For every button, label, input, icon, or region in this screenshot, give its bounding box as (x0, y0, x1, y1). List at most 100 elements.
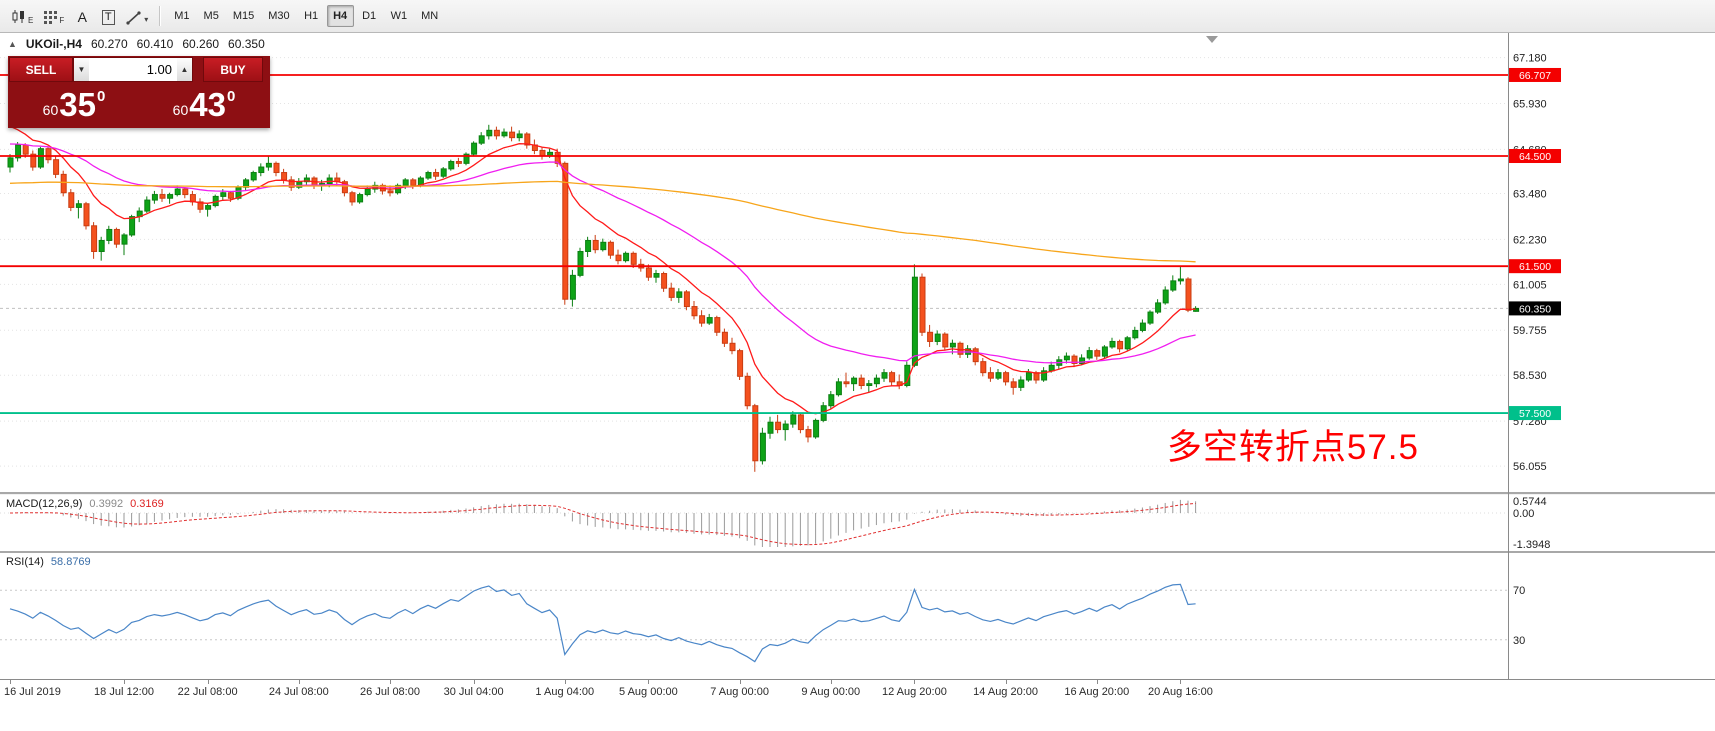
indicator-grid-tool-button[interactable]: F (39, 4, 68, 28)
time-axis-label: 5 Aug 00:00 (619, 686, 678, 698)
symbol-title: UKOil-,H4 (25, 37, 82, 51)
moving-averages-layer (9, 125, 1196, 415)
buy-price-display[interactable]: 60 43 0 (139, 82, 269, 127)
svg-text:64.500: 64.500 (1519, 151, 1551, 163)
sell-price-display[interactable]: 60 35 0 (9, 82, 139, 127)
buy-button[interactable]: BUY (203, 57, 263, 82)
svg-text:61.500: 61.500 (1519, 261, 1551, 273)
macd-name: MACD(12,26,9) (6, 498, 83, 510)
svg-text:70: 70 (1513, 585, 1525, 597)
chevron-down-icon: ▼ (77, 65, 86, 74)
chart-candles-tool-button[interactable]: E (7, 4, 37, 28)
rsi-indicator-pane[interactable]: RSI(14) 58.8769 70 30 (0, 553, 1715, 677)
buy-price-pip: 0 (226, 88, 236, 105)
rsi-line (9, 583, 1196, 663)
svg-text:66.707: 66.707 (1519, 70, 1551, 82)
volume-increase-button[interactable]: ▲ (177, 57, 193, 82)
time-axis-label: 22 Jul 08:00 (177, 686, 238, 698)
time-axis-label: 18 Jul 12:00 (94, 686, 154, 698)
time-axis-tick (564, 680, 566, 684)
svg-text:67.180: 67.180 (1513, 53, 1547, 65)
timeframe-button-mn[interactable]: MN (415, 5, 444, 27)
time-axis-tick (473, 680, 475, 684)
pane-splitter[interactable] (0, 492, 1715, 495)
svg-text:57.500: 57.500 (1519, 408, 1551, 420)
time-axis-tick (390, 680, 391, 684)
one-click-trade-panel: SELL ▼ ▲ BUY 60 35 0 60 43 0 (8, 56, 270, 128)
time-axis-label: 7 Aug 00:00 (710, 686, 769, 698)
tool-button-group: E F A T ▾ (6, 4, 153, 28)
time-axis-label: 12 Aug 20:00 (881, 686, 947, 698)
time-axis-tick (10, 680, 11, 684)
macd-main-value: 0.3992 (89, 498, 124, 510)
time-axis-tick (914, 680, 916, 684)
sell-price-big: 35 (59, 86, 96, 123)
text-tool-button[interactable]: A (70, 4, 94, 28)
horizontal-level-lines: 66.707 64.500 61.500 57.500 (0, 67, 1561, 421)
sell-price-prefix: 60 (42, 101, 59, 118)
rsi-label: RSI(14) 58.8769 (6, 556, 91, 568)
timeframe-button-h4[interactable]: H4 (326, 5, 354, 27)
macd-label: MACD(12,26,9) 0.3992 0.3169 (6, 498, 164, 510)
chart-shift-marker-icon (1206, 36, 1218, 43)
svg-text:59.755: 59.755 (1513, 325, 1547, 337)
time-axis-label: 30 Jul 04:00 (443, 686, 504, 698)
main-chart-canvas[interactable]: 67.18065.93064.68063.48062.23061.00559.7… (0, 33, 1715, 492)
macd-histogram (17, 499, 1197, 547)
time-axis-tick (648, 680, 650, 684)
textbox-tool-button[interactable]: T (96, 4, 120, 28)
rsi-level-lines: 70 30 (0, 585, 1525, 647)
rsi-canvas[interactable]: 70 30 (0, 553, 1715, 677)
macd-indicator-pane[interactable]: MACD(12,26,9) 0.3992 0.3169 0.5744 0.00 -1… (0, 495, 1715, 551)
svg-text:0.00: 0.00 (1513, 508, 1534, 520)
timeframe-button-m30[interactable]: M30 (262, 5, 295, 27)
time-axis-tick (207, 680, 209, 684)
time-axis-label: 1 Aug 04:00 (535, 686, 595, 698)
time-axis[interactable]: 16 Jul 2019 18 Jul 12:00 22 Jul 08:00 24 Ju… (0, 679, 1715, 707)
price-axis-separator (1508, 33, 1509, 679)
timeframe-button-h1[interactable]: H1 (298, 5, 325, 27)
svg-text:61.005: 61.005 (1513, 279, 1547, 291)
svg-text:65.930: 65.930 (1513, 99, 1547, 111)
timeframe-button-m1[interactable]: M1 (168, 5, 195, 27)
svg-text:56.055: 56.055 (1513, 461, 1547, 473)
chevron-down-icon: ▾ (144, 15, 149, 24)
time-axis-label: 16 Aug 20:00 (1064, 686, 1130, 698)
time-axis-tick (1180, 680, 1182, 684)
sell-button[interactable]: SELL (9, 57, 73, 82)
bar-low-value: 60.260 (182, 37, 220, 51)
time-axis-tick (1096, 680, 1098, 684)
time-axis-label: 16 Jul 2019 (4, 686, 61, 698)
time-axis-tick (830, 680, 832, 684)
timeframe-button-m15[interactable]: M15 (227, 5, 260, 27)
sell-price-pip: 0 (96, 88, 106, 105)
toolbar: E F A T ▾ M1 M5 M15 M30 H1 H4 D1 W1 MN (0, 0, 1715, 33)
time-axis-label: 20 Aug 16:00 (1147, 686, 1213, 698)
ma-fast-line (9, 125, 1196, 415)
draw-objects-tool-button[interactable]: ▾ (122, 4, 152, 28)
time-axis-label: 9 Aug 00:00 (801, 686, 861, 698)
chart-annotation-text: 多空转折点57.5 (1166, 428, 1419, 467)
volume-dropdown-button[interactable]: ▼ (73, 57, 89, 82)
ma-slow-line (9, 180, 1196, 263)
svg-text:58.530: 58.530 (1513, 370, 1547, 382)
time-axis-label: 26 Jul 08:00 (360, 686, 420, 698)
main-chart-pane[interactable]: ▲ UKOil-,H4 60.270 60.410 60.260 60.350 … (0, 33, 1715, 492)
time-axis-label: 14 Aug 20:00 (973, 686, 1039, 698)
collapse-triangle-icon[interactable]: ▲ (8, 39, 17, 49)
timeframe-button-d1[interactable]: D1 (356, 5, 383, 27)
time-axis-tick (1005, 680, 1007, 684)
timeframe-button-m5[interactable]: M5 (198, 5, 225, 27)
volume-input[interactable] (89, 57, 177, 82)
macd-signal-line (9, 503, 1196, 546)
chevron-up-icon: ▲ (180, 65, 189, 74)
timeframe-button-w1[interactable]: W1 (385, 5, 414, 27)
buy-price-prefix: 60 (172, 101, 189, 118)
rsi-value: 58.8769 (50, 556, 91, 568)
svg-text:63.480: 63.480 (1513, 188, 1547, 200)
toolbar-separator (159, 6, 162, 26)
time-axis-tick (739, 680, 741, 684)
